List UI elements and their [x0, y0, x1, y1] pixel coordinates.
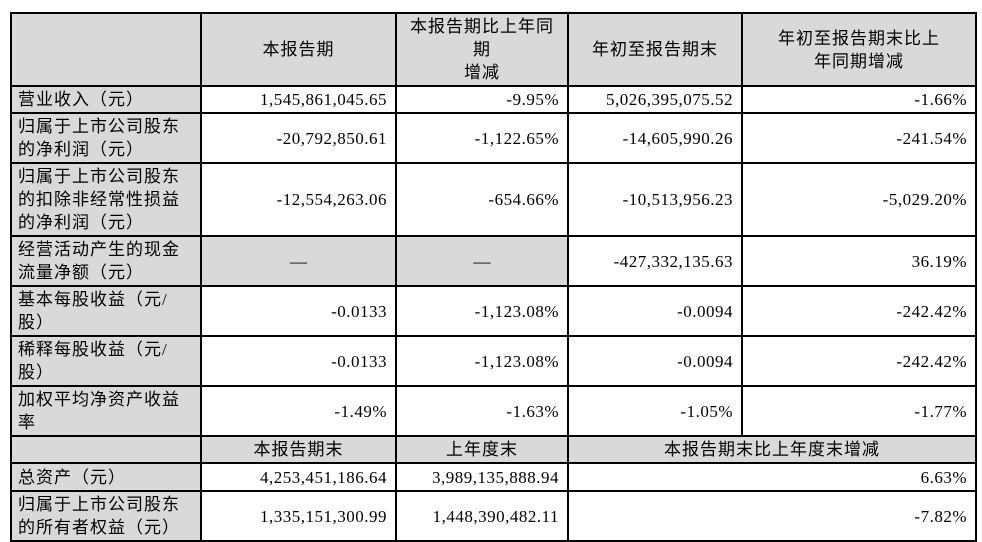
net-profit-excl-nonrecurring-current-period: -12,554,263.06 [200, 162, 397, 237]
subheader-row: 本报告期末 上年度末 本报告期末比上年度末增减 [10, 435, 977, 464]
diluted-eps-current-period-yoy: -1,123.08% [395, 335, 569, 387]
subheader-period-end: 本报告期末 [200, 435, 397, 464]
revenue-label: 营业收入（元） [10, 85, 202, 114]
table-row-revenue: 营业收入（元） 1,545,861,045.65 -9.95% 5,026,39… [10, 85, 977, 114]
total-assets-period-end: 4,253,451,186.64 [200, 462, 397, 492]
basic-eps-label: 基本每股收益（元/ 股） [10, 285, 202, 337]
operating-cash-flow-current-period-yoy: — [395, 235, 569, 287]
total-assets-change: 6.63% [567, 462, 977, 492]
weighted-avg-roe-current-period: -1.49% [200, 385, 397, 437]
subheader-period-end-vs-prev-year-end: 本报告期末比上年度末增减 [567, 435, 977, 464]
operating-cash-flow-current-period: — [200, 235, 397, 287]
operating-cash-flow-ytd-yoy: 36.19% [741, 235, 977, 287]
header-current-period: 本报告期 [200, 12, 397, 87]
weighted-avg-roe-ytd: -1.05% [567, 385, 743, 437]
total-assets-prev-year-end: 3,989,135,888.94 [395, 462, 569, 492]
net-profit-ytd-yoy: -241.54% [741, 112, 977, 164]
revenue-ytd: 5,026,395,075.52 [567, 85, 743, 114]
table-row-equity: 归属于上市公司股东 的所有者权益（元） 1,335,151,300.99 1,4… [10, 490, 977, 542]
net-profit-excl-nonrecurring-label: 归属于上市公司股东 的扣除非经常性损益 的净利润（元） [10, 162, 202, 237]
header-row: 本报告期 本报告期比上年同期 增减 年初至报告期末 年初至报告期末比上 年同期增… [10, 12, 977, 87]
weighted-avg-roe-label: 加权平均净资产收益 率 [10, 385, 202, 437]
revenue-current-period-yoy: -9.95% [395, 85, 569, 114]
weighted-avg-roe-current-period-yoy: -1.63% [395, 385, 569, 437]
net-profit-excl-nonrecurring-current-period-yoy: -654.66% [395, 162, 569, 237]
header-ytd-yoy: 年初至报告期末比上 年同期增减 [741, 12, 977, 87]
table-row-operating-cash-flow: 经营活动产生的现金 流量净额（元） — — -427,332,135.63 36… [10, 235, 977, 287]
net-profit-label: 归属于上市公司股东 的净利润（元） [10, 112, 202, 164]
basic-eps-current-period-yoy: -1,123.08% [395, 285, 569, 337]
equity-label: 归属于上市公司股东 的所有者权益（元） [10, 490, 202, 542]
revenue-current-period: 1,545,861,045.65 [200, 85, 397, 114]
table-row-net-profit-excl-nonrecurring: 归属于上市公司股东 的扣除非经常性损益 的净利润（元） -12,554,263.… [10, 162, 977, 237]
diluted-eps-label: 稀释每股收益（元/ 股） [10, 335, 202, 387]
equity-change: -7.82% [567, 490, 977, 542]
net-profit-ytd: -14,605,990.26 [567, 112, 743, 164]
operating-cash-flow-ytd: -427,332,135.63 [567, 235, 743, 287]
header-ytd: 年初至报告期末 [567, 12, 743, 87]
subheader-empty-cell [10, 435, 202, 464]
header-current-period-yoy: 本报告期比上年同期 增减 [395, 12, 569, 87]
net-profit-current-period-yoy: -1,122.65% [395, 112, 569, 164]
equity-period-end: 1,335,151,300.99 [200, 490, 397, 542]
table-row-net-profit: 归属于上市公司股东 的净利润（元） -20,792,850.61 -1,122.… [10, 112, 977, 164]
revenue-ytd-yoy: -1.66% [741, 85, 977, 114]
table-row-basic-eps: 基本每股收益（元/ 股） -0.0133 -1,123.08% -0.0094 … [10, 285, 977, 337]
diluted-eps-ytd: -0.0094 [567, 335, 743, 387]
table-row-weighted-avg-roe: 加权平均净资产收益 率 -1.49% -1.63% -1.05% -1.77% [10, 385, 977, 437]
table-row-diluted-eps: 稀释每股收益（元/ 股） -0.0133 -1,123.08% -0.0094 … [10, 335, 977, 387]
table-row-total-assets: 总资产（元） 4,253,451,186.64 3,989,135,888.94… [10, 462, 977, 492]
basic-eps-current-period: -0.0133 [200, 285, 397, 337]
diluted-eps-ytd-yoy: -242.42% [741, 335, 977, 387]
weighted-avg-roe-ytd-yoy: -1.77% [741, 385, 977, 437]
net-profit-excl-nonrecurring-ytd: -10,513,956.23 [567, 162, 743, 237]
financial-summary-table: 本报告期 本报告期比上年同期 增减 年初至报告期末 年初至报告期末比上 年同期增… [10, 12, 977, 542]
basic-eps-ytd: -0.0094 [567, 285, 743, 337]
net-profit-excl-nonrecurring-ytd-yoy: -5,029.20% [741, 162, 977, 237]
subheader-prev-year-end: 上年度末 [395, 435, 569, 464]
total-assets-label: 总资产（元） [10, 462, 202, 492]
net-profit-current-period: -20,792,850.61 [200, 112, 397, 164]
header-empty-cell [10, 12, 202, 87]
basic-eps-ytd-yoy: -242.42% [741, 285, 977, 337]
equity-prev-year-end: 1,448,390,482.11 [395, 490, 569, 542]
operating-cash-flow-label: 经营活动产生的现金 流量净额（元） [10, 235, 202, 287]
diluted-eps-current-period: -0.0133 [200, 335, 397, 387]
